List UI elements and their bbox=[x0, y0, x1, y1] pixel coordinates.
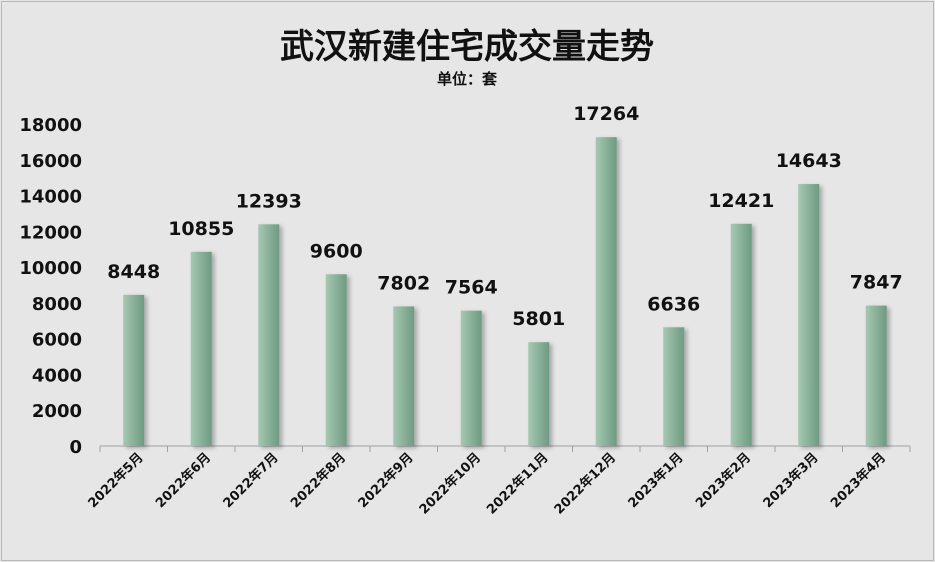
y-tick-label: 16000 bbox=[19, 151, 82, 172]
bar bbox=[595, 137, 617, 446]
bar-data-label: 12393 bbox=[236, 190, 302, 212]
bar-data-label: 6636 bbox=[647, 293, 700, 315]
y-tick-label: 4000 bbox=[32, 365, 82, 386]
x-axis-ticks: 2022年5月 2022年6月 2022年7月 2022年8月 2022年9月 2022年… bbox=[85, 446, 911, 518]
bar bbox=[865, 305, 887, 446]
y-tick-label: 14000 bbox=[19, 187, 82, 208]
bar-data-label: 12421 bbox=[708, 190, 774, 212]
x-tick-label: 2022年8月 bbox=[287, 450, 349, 512]
y-tick-label: 0 bbox=[69, 437, 82, 458]
bar-data-label: 17264 bbox=[573, 103, 639, 125]
bar-data-label: 7802 bbox=[377, 272, 430, 294]
x-tick-label: 2022年6月 bbox=[152, 450, 214, 512]
bar bbox=[325, 274, 347, 446]
y-axis-ticks: 0 2000 4000 6000 8000 10000 12000 14000 16000 180… bbox=[19, 115, 82, 458]
bar bbox=[730, 223, 752, 446]
bar bbox=[190, 251, 212, 446]
x-tick-label: 2023年2月 bbox=[692, 450, 754, 512]
bar bbox=[528, 342, 550, 446]
x-tick-label: 2023年3月 bbox=[760, 450, 822, 512]
bar bbox=[798, 184, 820, 447]
bar bbox=[258, 224, 280, 446]
y-tick-label: 6000 bbox=[32, 330, 82, 351]
bar-data-label: 10855 bbox=[168, 218, 234, 240]
x-tick-label: 2022年11月 bbox=[483, 450, 551, 518]
bar-data-label: 14643 bbox=[776, 150, 842, 172]
y-tick-label: 18000 bbox=[19, 115, 82, 136]
bar bbox=[123, 294, 145, 446]
y-tick-label: 8000 bbox=[32, 294, 82, 315]
chart-title: 武汉新建住宅成交量走势 bbox=[280, 27, 654, 67]
y-tick-label: 2000 bbox=[32, 401, 82, 422]
x-tick-label: 2022年12月 bbox=[551, 450, 619, 518]
bar bbox=[460, 310, 482, 446]
bar bbox=[663, 327, 685, 446]
x-tick-label: 2022年9月 bbox=[355, 450, 417, 512]
y-tick-label: 12000 bbox=[19, 222, 82, 243]
x-tick-label: 2022年10月 bbox=[416, 450, 484, 518]
bar-data-label: 7847 bbox=[850, 272, 903, 294]
x-tick-label: 2023年1月 bbox=[625, 450, 687, 512]
bar-data-label: 5801 bbox=[512, 308, 565, 330]
bars bbox=[123, 137, 887, 447]
x-tick-label: 2022年7月 bbox=[220, 450, 282, 512]
bar-data-label: 7564 bbox=[445, 277, 498, 299]
bar-data-label: 9600 bbox=[310, 240, 363, 262]
x-tick-label: 2022年5月 bbox=[85, 450, 147, 512]
y-tick-label: 10000 bbox=[19, 258, 82, 279]
x-tick-label: 2023年4月 bbox=[827, 450, 889, 512]
bar-data-label: 8448 bbox=[107, 261, 160, 283]
chart-subtitle: 单位：套 bbox=[437, 70, 498, 88]
bar bbox=[393, 306, 415, 446]
